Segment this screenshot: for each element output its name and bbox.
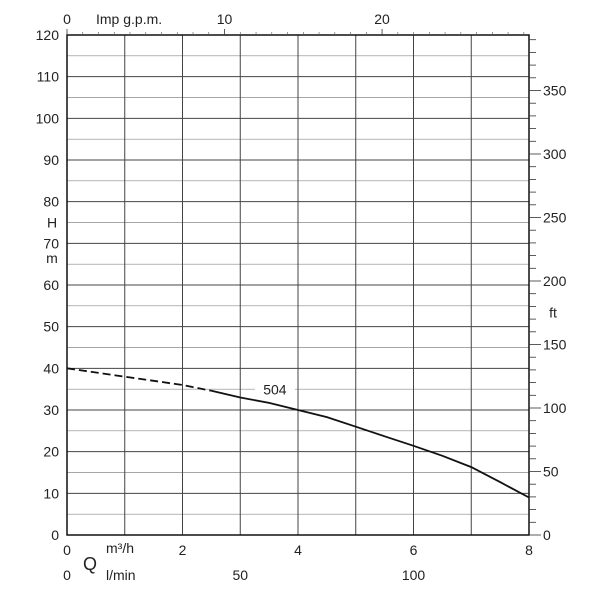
bottom-tick-label: 0 xyxy=(63,542,71,558)
top-axis-label: Imp g.p.m. xyxy=(96,11,162,27)
left-tick-label: 90 xyxy=(43,152,59,168)
bottom-tick-label: 2 xyxy=(179,542,187,558)
series-504-line xyxy=(211,389,530,499)
left-tick-label: 60 xyxy=(43,277,59,293)
bottom-tick-label: 4 xyxy=(294,542,302,558)
right-tick-label: 50 xyxy=(543,463,559,479)
left-axis-letter: H xyxy=(47,215,57,231)
right-axis-ticks xyxy=(529,39,541,536)
left-tick-label: 100 xyxy=(36,110,60,126)
top-tick-label: 10 xyxy=(217,11,233,27)
top-tick-label: 20 xyxy=(374,11,390,27)
top-tick-label: 0 xyxy=(63,11,71,27)
right-axis-label: ft xyxy=(549,305,557,321)
left-tick-label: 80 xyxy=(43,194,59,210)
left-tick-label: 30 xyxy=(43,402,59,418)
left-tick-label: 120 xyxy=(36,27,60,43)
bottom-secondary-tick-label: 50 xyxy=(232,567,248,583)
left-axis-unit: m xyxy=(46,250,58,266)
right-tick-label: 100 xyxy=(543,400,567,416)
bottom-tick-label: 8 xyxy=(525,542,533,558)
series-layer: 504 xyxy=(66,367,530,499)
series-504-dashed xyxy=(66,367,212,392)
series-504-label: 504 xyxy=(263,382,287,398)
right-tick-label: 150 xyxy=(543,336,567,352)
right-tick-label: 300 xyxy=(543,146,567,162)
left-tick-label: 70 xyxy=(43,235,59,251)
axis-labels: 0102030405060708090100110120Hm0501001502… xyxy=(36,11,567,583)
right-tick-label: 250 xyxy=(543,209,567,225)
left-tick-label: 10 xyxy=(43,485,59,501)
bottom-secondary-tick-label: 0 xyxy=(63,567,71,583)
left-tick-label: 50 xyxy=(43,319,59,335)
right-tick-label: 350 xyxy=(543,82,567,98)
bottom-axis-unit-secondary: l/min xyxy=(106,567,136,583)
bottom-axis-letter: Q xyxy=(83,554,97,574)
right-tick-label: 200 xyxy=(543,273,567,289)
bottom-axis-unit-primary: m³/h xyxy=(106,540,134,556)
left-tick-label: 40 xyxy=(43,360,59,376)
plot-frame xyxy=(66,34,530,536)
bottom-secondary-tick-label: 100 xyxy=(402,567,426,583)
left-tick-label: 20 xyxy=(43,444,59,460)
grid-major xyxy=(66,34,530,536)
right-tick-label: 0 xyxy=(543,527,551,543)
left-tick-label: 0 xyxy=(51,527,59,543)
left-tick-label: 110 xyxy=(37,69,60,85)
series-label-bg xyxy=(254,380,295,398)
bottom-tick-label: 6 xyxy=(410,542,418,558)
